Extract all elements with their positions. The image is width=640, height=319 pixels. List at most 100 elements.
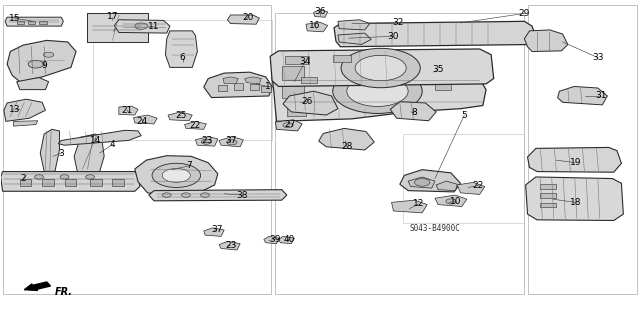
Polygon shape	[184, 122, 206, 129]
Text: 23: 23	[225, 241, 236, 250]
Text: 33: 33	[593, 53, 604, 62]
Polygon shape	[204, 228, 224, 236]
Polygon shape	[227, 15, 259, 24]
Polygon shape	[223, 77, 238, 84]
Polygon shape	[149, 190, 287, 201]
Text: 5: 5	[461, 111, 467, 120]
Text: 36: 36	[314, 7, 326, 16]
Text: 15: 15	[9, 14, 20, 23]
Text: 17: 17	[107, 12, 118, 21]
Text: 19: 19	[570, 158, 581, 167]
Bar	[65, 179, 76, 186]
Text: 37: 37	[225, 136, 236, 145]
Circle shape	[60, 175, 69, 179]
Polygon shape	[527, 147, 621, 172]
Text: 21: 21	[122, 106, 133, 115]
Polygon shape	[40, 129, 60, 171]
Bar	[42, 179, 54, 186]
Bar	[261, 86, 271, 92]
Text: 16: 16	[309, 21, 321, 30]
Polygon shape	[115, 20, 170, 33]
Circle shape	[86, 175, 95, 179]
Polygon shape	[219, 241, 240, 250]
Polygon shape	[422, 59, 467, 78]
Circle shape	[35, 175, 44, 179]
Polygon shape	[524, 30, 568, 51]
Text: FR.: FR.	[55, 287, 73, 297]
Polygon shape	[557, 86, 607, 105]
Text: 24: 24	[137, 117, 148, 126]
Polygon shape	[166, 31, 197, 67]
Text: 35: 35	[433, 65, 444, 74]
Text: 37: 37	[211, 225, 222, 234]
Polygon shape	[392, 200, 428, 213]
Text: 27: 27	[284, 120, 296, 129]
Text: 34: 34	[300, 56, 311, 65]
Polygon shape	[338, 33, 371, 45]
Polygon shape	[13, 121, 38, 126]
Text: 18: 18	[570, 198, 581, 207]
Text: 22: 22	[473, 181, 484, 190]
Polygon shape	[17, 78, 49, 90]
Bar	[17, 21, 24, 24]
Polygon shape	[119, 106, 138, 115]
Bar	[218, 85, 227, 91]
Bar	[285, 68, 310, 77]
Circle shape	[28, 60, 44, 68]
Text: 11: 11	[148, 22, 160, 31]
Text: 31: 31	[595, 92, 607, 100]
Text: 4: 4	[109, 140, 115, 149]
Text: 14: 14	[90, 136, 101, 145]
Circle shape	[415, 179, 430, 186]
Polygon shape	[436, 181, 458, 191]
Bar	[333, 55, 351, 62]
Bar	[20, 179, 31, 186]
Polygon shape	[264, 236, 279, 244]
Text: 22: 22	[190, 121, 201, 130]
Bar	[287, 106, 306, 116]
Bar	[250, 84, 259, 90]
Bar	[28, 21, 35, 24]
Bar	[39, 21, 47, 24]
Polygon shape	[272, 59, 486, 122]
Text: 29: 29	[518, 9, 530, 18]
Bar	[527, 5, 637, 294]
Polygon shape	[275, 120, 302, 131]
Polygon shape	[338, 20, 370, 30]
Bar	[3, 5, 271, 294]
Bar	[234, 83, 243, 90]
Circle shape	[44, 52, 54, 57]
Text: 1: 1	[265, 82, 271, 91]
Bar	[90, 179, 102, 186]
Polygon shape	[390, 102, 436, 121]
Text: 30: 30	[388, 32, 399, 41]
Text: 12: 12	[413, 199, 424, 208]
Circle shape	[200, 193, 209, 197]
Bar	[448, 70, 461, 77]
Bar	[113, 179, 124, 186]
Polygon shape	[87, 13, 148, 42]
Text: 39: 39	[269, 235, 281, 244]
Circle shape	[181, 193, 190, 197]
Polygon shape	[135, 156, 218, 196]
Polygon shape	[168, 112, 192, 121]
Polygon shape	[334, 21, 537, 47]
Polygon shape	[270, 49, 493, 86]
Text: 23: 23	[201, 136, 212, 145]
Circle shape	[227, 140, 237, 145]
Polygon shape	[219, 137, 243, 147]
Polygon shape	[314, 10, 328, 17]
Polygon shape	[435, 195, 467, 206]
Text: 6: 6	[180, 53, 186, 62]
Text: 9: 9	[41, 61, 47, 70]
Bar	[285, 56, 309, 64]
Bar	[282, 82, 304, 98]
Circle shape	[355, 55, 406, 81]
Polygon shape	[408, 177, 435, 188]
Text: 38: 38	[236, 190, 248, 200]
Text: 40: 40	[284, 235, 295, 244]
Polygon shape	[7, 41, 76, 82]
Polygon shape	[283, 91, 338, 115]
Circle shape	[341, 48, 420, 88]
Circle shape	[152, 163, 200, 188]
